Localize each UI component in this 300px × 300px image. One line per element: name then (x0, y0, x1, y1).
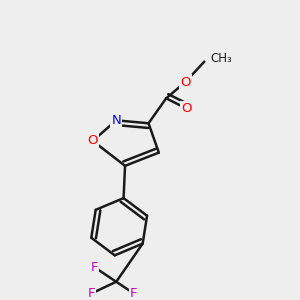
Text: N: N (111, 114, 121, 127)
Text: O: O (88, 134, 98, 147)
Text: F: F (88, 287, 95, 300)
Text: F: F (130, 287, 138, 300)
Text: O: O (180, 76, 190, 89)
Text: F: F (91, 261, 98, 274)
Text: O: O (182, 102, 192, 115)
Text: CH₃: CH₃ (210, 52, 232, 65)
